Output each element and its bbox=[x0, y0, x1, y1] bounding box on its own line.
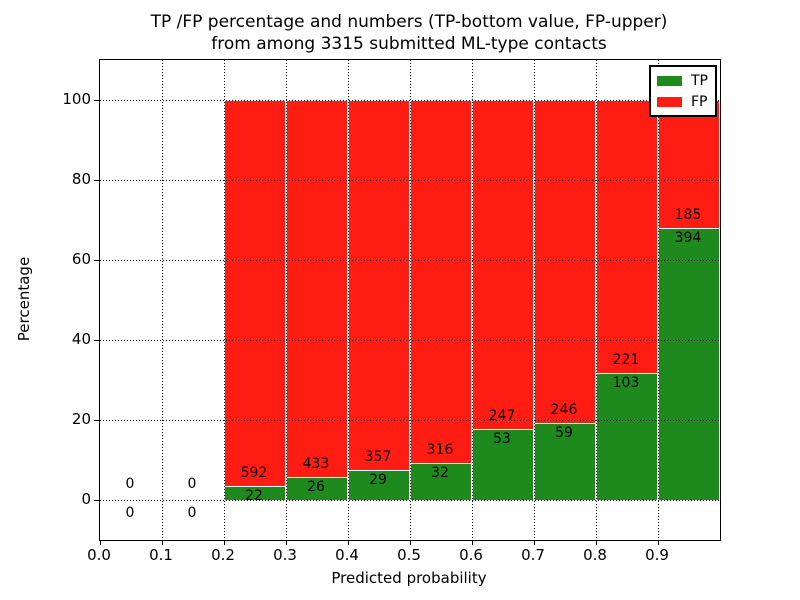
fp-bar bbox=[224, 100, 286, 486]
x-tick bbox=[223, 540, 225, 545]
tp-count-label: 32 bbox=[431, 465, 449, 482]
fp-count-label: 316 bbox=[426, 442, 454, 459]
tp-bar bbox=[596, 372, 658, 500]
fp-legend-swatch bbox=[657, 96, 682, 107]
x-tick bbox=[533, 540, 535, 545]
tp-count-label: 394 bbox=[674, 229, 702, 246]
fp-count-label: 592 bbox=[240, 464, 268, 481]
fp-count-label: 433 bbox=[302, 456, 330, 473]
tp-count-label: 26 bbox=[307, 479, 325, 496]
tp-legend-label: TP bbox=[691, 72, 708, 89]
fp-count-label: 247 bbox=[488, 408, 516, 425]
x-tick-label: 0.6 bbox=[459, 546, 483, 564]
x-gridline bbox=[162, 60, 163, 540]
fp-count-label: 357 bbox=[364, 448, 392, 465]
x-tick-label: 0.3 bbox=[273, 546, 297, 564]
x-gridline bbox=[596, 60, 597, 540]
tp-count-label: 59 bbox=[555, 424, 573, 441]
x-tick bbox=[471, 540, 473, 545]
fp-bar bbox=[658, 100, 720, 228]
tp-count-label: 53 bbox=[493, 431, 511, 448]
x-tick-label: 0.1 bbox=[149, 546, 173, 564]
legend-item-tp: TP bbox=[657, 70, 708, 91]
x-tick bbox=[409, 540, 411, 545]
legend-item-fp: FP bbox=[657, 91, 708, 112]
fp-bar bbox=[534, 100, 596, 423]
tp-count-label: 0 bbox=[187, 505, 197, 521]
x-gridline bbox=[472, 60, 473, 540]
x-tick bbox=[99, 540, 101, 545]
x-tick-label: 0.5 bbox=[397, 546, 421, 564]
y-tick-label: 40 bbox=[71, 330, 91, 348]
y-tick-label: 60 bbox=[71, 250, 91, 268]
x-gridline bbox=[286, 60, 287, 540]
chart-title: TP /FP percentage and numbers (TP-bottom… bbox=[9, 11, 800, 55]
fp-count-label: 0 bbox=[187, 476, 197, 492]
fp-bar bbox=[410, 100, 472, 464]
x-tick bbox=[347, 540, 349, 545]
tp-count-label: 29 bbox=[369, 471, 387, 488]
tp-count-label: 22 bbox=[245, 487, 263, 504]
plot-area: TP FP bbox=[94, 59, 721, 545]
y-tick bbox=[94, 99, 99, 101]
tp-bar bbox=[410, 463, 472, 500]
y-tick-label: 100 bbox=[62, 90, 91, 108]
x-tick bbox=[161, 540, 163, 545]
fp-bar bbox=[596, 100, 658, 373]
x-tick-label: 0.7 bbox=[521, 546, 545, 564]
x-gridline bbox=[658, 60, 659, 540]
fp-count-label: 0 bbox=[125, 476, 135, 492]
tp-bar bbox=[534, 422, 596, 500]
x-tick bbox=[595, 540, 597, 545]
x-gridline bbox=[348, 60, 349, 540]
y-axis-label: Percentage bbox=[15, 256, 33, 342]
y-tick-label: 80 bbox=[71, 170, 91, 188]
tp-bar bbox=[348, 469, 410, 500]
x-tick-label: 0.0 bbox=[87, 546, 111, 564]
x-tick-label: 0.8 bbox=[583, 546, 607, 564]
fp-bar bbox=[286, 100, 348, 478]
y-tick-label: 20 bbox=[71, 410, 91, 428]
x-axis-label: Predicted probability bbox=[331, 569, 487, 587]
x-tick-label: 0.2 bbox=[211, 546, 235, 564]
tp-legend-swatch bbox=[657, 75, 682, 86]
fp-count-label: 246 bbox=[550, 401, 578, 418]
x-tick bbox=[285, 540, 287, 545]
x-gridline bbox=[534, 60, 535, 540]
fp-count-label: 185 bbox=[674, 206, 702, 223]
legend: TP FP bbox=[649, 65, 717, 117]
y-tick bbox=[94, 419, 99, 421]
tp-count-label: 0 bbox=[125, 505, 135, 521]
y-tick bbox=[94, 499, 99, 501]
chart-title-line1: TP /FP percentage and numbers (TP-bottom… bbox=[150, 12, 668, 32]
tp-count-label: 103 bbox=[612, 374, 640, 391]
x-tick bbox=[657, 540, 659, 545]
x-gridline bbox=[224, 60, 225, 540]
y-tick bbox=[94, 339, 99, 341]
tp-bar bbox=[658, 227, 720, 500]
fp-legend-label: FP bbox=[691, 93, 708, 110]
fp-bar bbox=[472, 100, 534, 430]
fp-count-label: 221 bbox=[612, 351, 640, 368]
x-tick-label: 0.4 bbox=[335, 546, 359, 564]
y-tick-label: 0 bbox=[81, 490, 91, 508]
x-tick-label: 0.9 bbox=[645, 546, 669, 564]
chart-title-line2: from among 3315 submitted ML-type contac… bbox=[211, 34, 607, 54]
x-gridline bbox=[410, 60, 411, 540]
y-tick bbox=[94, 179, 99, 181]
y-tick bbox=[94, 259, 99, 261]
fp-bar bbox=[348, 100, 410, 470]
